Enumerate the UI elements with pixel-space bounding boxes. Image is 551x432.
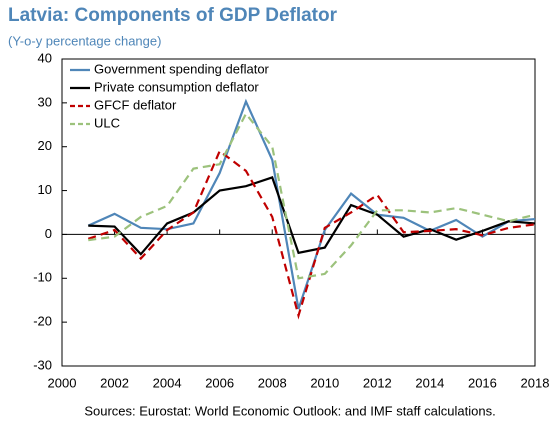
y-tick-label: 40 [38, 50, 52, 65]
series-line [87, 98, 536, 310]
series-line [88, 176, 536, 256]
y-tick-label: -30 [33, 357, 52, 372]
y-tick-label: -10 [33, 270, 52, 285]
source-note: Sources: Eurostat: World Economic Outloo… [84, 403, 495, 418]
series-line [88, 111, 536, 280]
x-tick-label: 2000 [48, 375, 77, 390]
legend-label: Private consumption deflator [94, 79, 259, 94]
series-line [87, 149, 536, 320]
legend-label: ULC [94, 115, 120, 130]
x-tick-label: 2008 [258, 375, 287, 390]
x-tick-label: 2014 [415, 375, 444, 390]
legend-label: GFCF deflator [94, 97, 177, 112]
x-tick-label: 2004 [153, 375, 182, 390]
y-tick-label: 10 [38, 182, 52, 197]
x-tick-label: 2010 [310, 375, 339, 390]
chart-subtitle: (Y-o-y percentage change) [8, 33, 161, 48]
y-tick-label: -20 [33, 314, 52, 329]
x-tick-label: 2012 [363, 375, 392, 390]
x-tick-label: 2016 [468, 375, 497, 390]
y-tick-label: 30 [38, 94, 52, 109]
x-tick-label: 2018 [521, 375, 550, 390]
chart-title: Latvia: Components of GDP Deflator [8, 5, 338, 26]
x-tick-label: 2002 [100, 375, 129, 390]
x-tick-label: 2006 [205, 375, 234, 390]
legend-label: Government spending deflator [94, 61, 270, 76]
y-tick-label: 20 [38, 138, 52, 153]
y-tick-label: 0 [45, 226, 52, 241]
plot-frame [61, 58, 536, 367]
